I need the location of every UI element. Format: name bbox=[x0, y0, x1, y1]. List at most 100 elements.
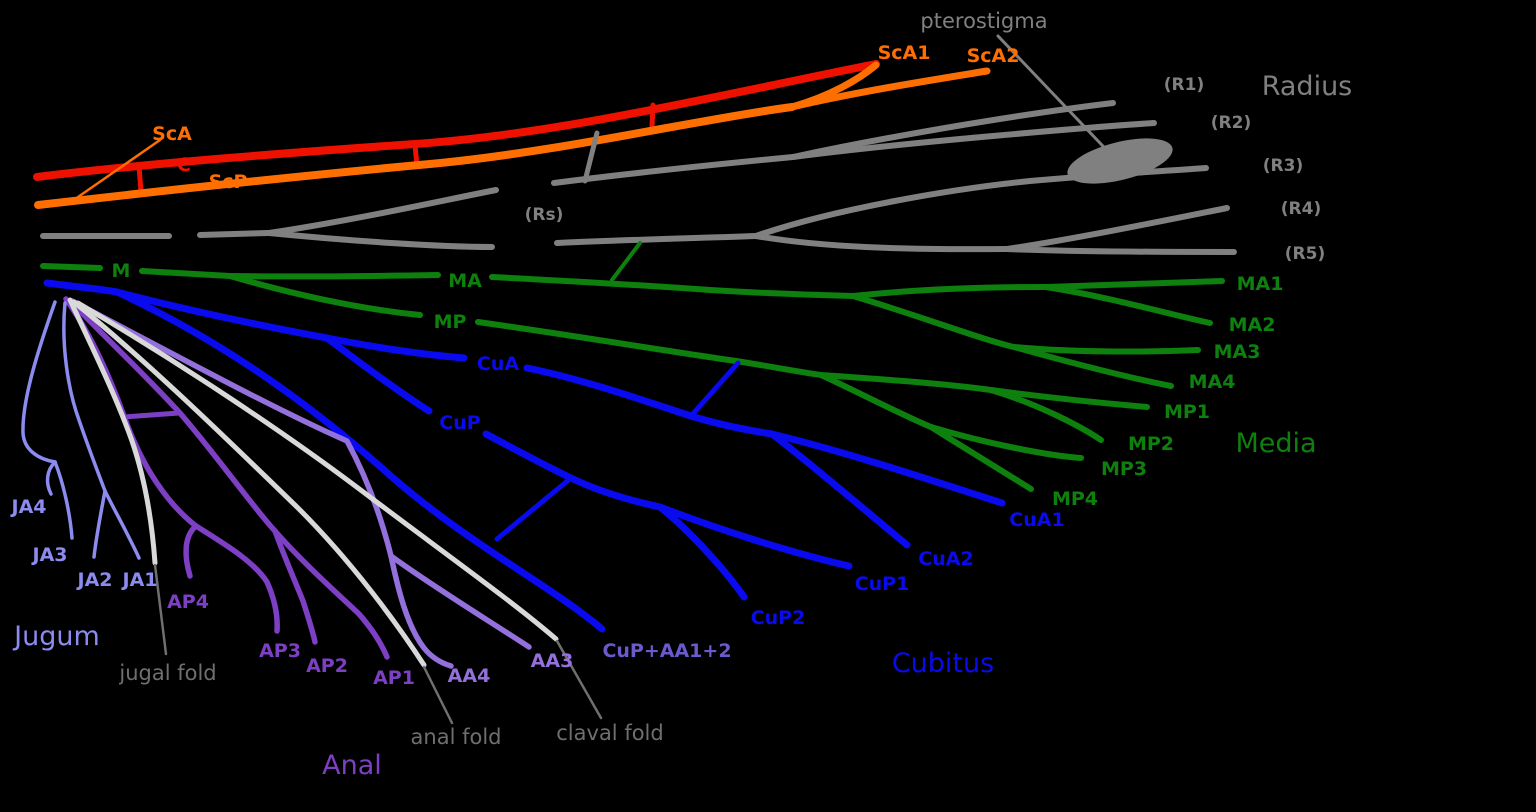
cua2-vein bbox=[768, 430, 911, 549]
aa4-label: AA4 bbox=[448, 665, 491, 687]
media-stem-segment-1 bbox=[40, 263, 103, 271]
pterostigma-leader-line bbox=[996, 34, 1122, 166]
jugum-group bbox=[21, 300, 141, 560]
ap2-vein bbox=[272, 528, 318, 645]
folds-group bbox=[67, 297, 603, 725]
claval-fold-label: claval fold bbox=[556, 721, 663, 745]
cua-vein-segment-2 bbox=[523, 364, 776, 438]
aa4-vein bbox=[388, 553, 454, 669]
mp2-label: MP2 bbox=[1128, 433, 1174, 455]
media-title-label: Media bbox=[1235, 428, 1316, 459]
r2-vein bbox=[790, 120, 1157, 160]
ja4-vein bbox=[45, 460, 57, 496]
pterostigma-label: pterostigma bbox=[920, 9, 1047, 33]
r3-label: (R3) bbox=[1263, 156, 1303, 176]
mp-vein-segment-2 bbox=[475, 319, 824, 378]
mp2-vein bbox=[988, 387, 1104, 443]
mp3-mp4-stem bbox=[818, 372, 934, 430]
cua1-label: CuA1 bbox=[1009, 509, 1064, 531]
cua1-vein bbox=[768, 430, 1006, 507]
radius-upper-branch-a bbox=[266, 187, 499, 236]
sca-label: ScA bbox=[152, 123, 192, 145]
ap1-label: AP1 bbox=[373, 667, 415, 689]
jugal-fold-leader bbox=[153, 563, 168, 656]
cup1-label: CuP1 bbox=[855, 573, 910, 595]
costa-label: C bbox=[177, 154, 191, 176]
jugum-title-label: Jugum bbox=[12, 621, 100, 652]
radius-stem-segment-2 bbox=[197, 230, 272, 238]
ma3-label: MA3 bbox=[1214, 341, 1261, 363]
ja4-label: JA4 bbox=[10, 496, 47, 518]
ap3-vein bbox=[193, 523, 280, 634]
mp4-vein bbox=[928, 424, 1034, 492]
cua2-label: CuA2 bbox=[918, 548, 973, 570]
mp1-label: MP1 bbox=[1164, 401, 1210, 423]
sca1-label: ScA1 bbox=[878, 42, 931, 64]
radial-sector-segment-2 bbox=[554, 233, 759, 246]
aa-stem bbox=[69, 298, 394, 559]
cup-vein-segment-2 bbox=[482, 430, 664, 511]
r4-r5-stem bbox=[753, 233, 1010, 253]
cubitus-main bbox=[113, 288, 331, 342]
scp-label: ScP bbox=[209, 171, 248, 193]
r4-label: (R4) bbox=[1281, 199, 1321, 219]
r1-vein bbox=[790, 100, 1116, 160]
aa3-label: AA3 bbox=[531, 650, 574, 672]
radial-sector-segment-1 bbox=[266, 230, 495, 250]
ma3-ma4-stem bbox=[850, 293, 1017, 350]
ja3-vein bbox=[53, 460, 74, 540]
cup1-vein bbox=[656, 503, 853, 570]
r1-label: (R1) bbox=[1164, 75, 1204, 95]
mp3-label: MP3 bbox=[1101, 458, 1147, 480]
cubitus-stem bbox=[43, 279, 121, 296]
sca2-label: ScA2 bbox=[967, 45, 1020, 67]
ap-bridge-crossvein bbox=[121, 410, 182, 420]
ap2-label: AP2 bbox=[306, 655, 348, 677]
mp3-vein bbox=[928, 424, 1084, 461]
radius-group bbox=[40, 34, 1237, 255]
ja3-ja4-stem bbox=[21, 300, 57, 464]
jugal-fold-label: jugal fold bbox=[118, 661, 216, 685]
ma1-ma2-stem bbox=[850, 284, 1049, 299]
mp1-mp2-stem bbox=[818, 372, 994, 393]
cup-vein-segment-1 bbox=[323, 334, 433, 415]
ma-vein-segment-2 bbox=[489, 274, 856, 299]
labels-group: ScA C ScP ScA1 ScA2 pterostigma (R1) (R2… bbox=[10, 9, 1353, 781]
anal-fold-leader bbox=[422, 665, 454, 725]
claval-fold-leader bbox=[555, 639, 603, 720]
ap1-vein bbox=[272, 528, 390, 660]
ja2-label: JA2 bbox=[76, 569, 113, 591]
cup-label: CuP bbox=[439, 412, 480, 434]
media-stem-label: M bbox=[112, 260, 131, 282]
ap3-label: AP3 bbox=[259, 640, 301, 662]
anal-title-label: Anal bbox=[322, 750, 382, 781]
cup2-vein bbox=[656, 503, 748, 601]
radius-title-label: Radius bbox=[1262, 71, 1353, 102]
cup-aa1-2-label: CuP+AA1+2 bbox=[602, 640, 731, 662]
costa-subcosta-group bbox=[33, 60, 991, 209]
costal-crossvein-3 bbox=[649, 102, 656, 129]
ja2-vein bbox=[92, 489, 107, 559]
r5-vein bbox=[1004, 246, 1237, 255]
mp1-vein bbox=[988, 387, 1150, 410]
ap1-ap2-stem bbox=[67, 298, 278, 534]
media-group bbox=[40, 241, 1225, 492]
jugal-fold-line bbox=[67, 297, 158, 566]
sca-leader-line bbox=[76, 138, 162, 199]
ma4-vein bbox=[1011, 344, 1174, 389]
ja1-ja2-stem bbox=[62, 301, 107, 493]
mp4-label: MP4 bbox=[1052, 488, 1098, 510]
cua-label: CuA bbox=[477, 353, 519, 375]
ja1-vein bbox=[103, 489, 141, 560]
ma1-vein bbox=[1043, 278, 1225, 290]
r3-vein bbox=[753, 165, 1209, 239]
ma2-vein bbox=[1043, 284, 1213, 326]
media-stem-segment-2 bbox=[139, 268, 233, 279]
mp-vein-segment-1 bbox=[227, 273, 423, 318]
costal-crossvein-1 bbox=[136, 163, 144, 195]
subcosta-posterior-vein bbox=[34, 103, 796, 209]
ma-vein-segment-1 bbox=[227, 272, 441, 280]
ma-rs-brace bbox=[610, 241, 642, 282]
